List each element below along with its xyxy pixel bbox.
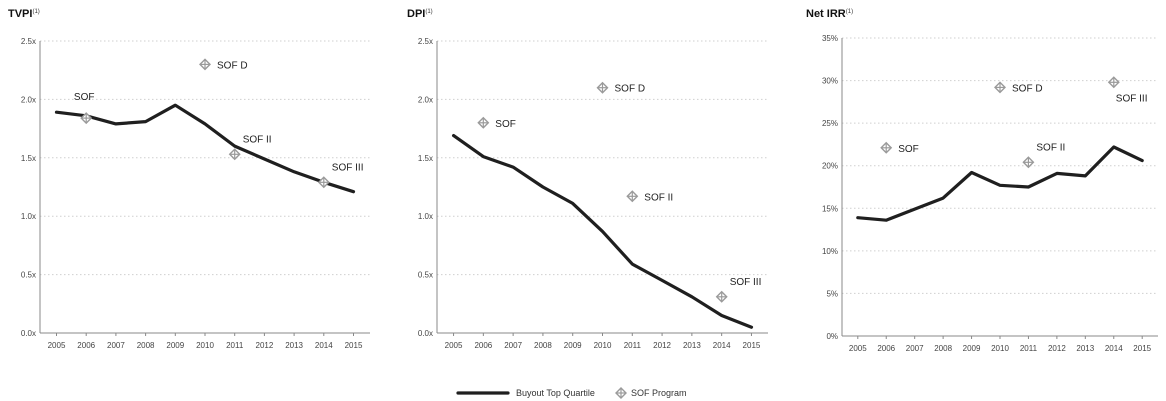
diamond-cross-icon <box>615 387 627 399</box>
x-tick-label: 2005 <box>48 341 66 350</box>
x-tick-label: 2015 <box>345 341 363 350</box>
y-tick-label: 0.0x <box>418 329 433 338</box>
x-tick-label: 2008 <box>534 341 552 350</box>
y-tick-label: 2.0x <box>418 95 433 104</box>
x-tick-label: 2013 <box>683 341 701 350</box>
y-tick-label: 0.5x <box>418 271 433 280</box>
sof-program-marker <box>880 141 893 154</box>
sof-program-label: SOF III <box>730 277 762 288</box>
sof-program-marker <box>626 190 639 203</box>
sof-program-marker <box>317 176 330 189</box>
series-line-buyout-top-quartile <box>452 134 754 329</box>
chart-title: DPI(1) <box>407 8 433 20</box>
sof-program-marker <box>715 290 728 303</box>
x-tick-label: 2014 <box>315 341 333 350</box>
sof-program-marker <box>596 81 609 94</box>
sof-program-label: SOF III <box>332 162 364 173</box>
x-tick-label: 2008 <box>934 344 952 353</box>
x-tick-label: 2015 <box>1133 344 1151 353</box>
sof-program-label: SOF <box>495 119 516 130</box>
sof-program-label: SOF D <box>1012 83 1043 94</box>
y-tick-label: 30% <box>822 77 838 86</box>
chart-panel-1: TVPI(1) 0.0x 0.5x 1.0x 1.5x 2.0x 2.5x 2005 2006 2… <box>8 8 370 350</box>
x-tick-label: 2008 <box>137 341 155 350</box>
y-tick-label: 10% <box>822 247 838 256</box>
x-tick-label: 2010 <box>594 341 612 350</box>
legend-quartile-label: Buyout Top Quartile <box>516 388 595 398</box>
chart-title-footnote: (1) <box>32 9 39 15</box>
x-tick-label: 2012 <box>653 341 671 350</box>
sof-program-label: SOF D <box>217 60 248 71</box>
y-tick-label: 15% <box>822 204 838 213</box>
y-tick-label: 0% <box>826 332 838 341</box>
y-tick-label: 35% <box>822 34 838 43</box>
x-tick-label: 2011 <box>1020 344 1038 353</box>
x-tick-label: 2009 <box>564 341 582 350</box>
x-tick-label: 2007 <box>107 341 125 350</box>
sof-program-marker <box>80 112 93 125</box>
x-tick-label: 2010 <box>196 341 214 350</box>
series-line-buyout-top-quartile <box>54 103 356 194</box>
y-tick-label: 1.0x <box>21 212 36 221</box>
x-tick-label: 2007 <box>906 344 924 353</box>
y-tick-label: 1.5x <box>418 154 433 163</box>
sof-program-label: SOF II <box>1036 142 1065 153</box>
x-tick-label: 2015 <box>743 341 761 350</box>
x-tick-label: 2005 <box>445 341 463 350</box>
x-tick-label: 2014 <box>1105 344 1123 353</box>
x-tick-label: 2010 <box>991 344 1009 353</box>
x-tick-label: 2012 <box>1048 344 1066 353</box>
y-tick-label: 5% <box>826 289 838 298</box>
y-tick-label: 20% <box>822 162 838 171</box>
x-tick-label: 2013 <box>1076 344 1094 353</box>
sof-program-marker <box>994 81 1006 94</box>
chart-title-footnote: (1) <box>846 9 853 15</box>
legend: Buyout Top Quartile SOF Program <box>456 387 687 399</box>
sof-program-label: SOF III <box>1116 93 1148 104</box>
y-tick-label: 0.0x <box>21 329 36 338</box>
sof-program-marker <box>199 58 211 71</box>
x-tick-label: 2009 <box>166 341 184 350</box>
chart-panel-2: DPI(1) 0.0x 0.5x 1.0x 1.5x 2.0x 2.5x 2005 2006 20… <box>407 8 768 350</box>
x-tick-label: 2012 <box>256 341 274 350</box>
sof-program-marker <box>477 116 490 129</box>
chart-panel-3: Net IRR(1) 0% 5% 10% 15% 20% 25% 30% 35% 2005 2006… <box>806 8 1158 353</box>
chart-title: Net IRR(1) <box>806 8 853 20</box>
legend-program-label: SOF Program <box>631 388 687 398</box>
sof-program-label: SOF <box>74 92 95 103</box>
x-tick-label: 2007 <box>504 341 522 350</box>
series-line-buyout-top-quartile <box>856 145 1144 222</box>
chart-title-footnote: (1) <box>425 9 432 15</box>
x-tick-label: 2013 <box>285 341 303 350</box>
x-tick-label: 2011 <box>624 341 642 350</box>
sof-program-label: SOF D <box>615 84 646 95</box>
y-tick-label: 0.5x <box>21 271 36 280</box>
y-tick-label: 25% <box>822 119 838 128</box>
x-tick-label: 2005 <box>849 344 867 353</box>
x-tick-label: 2011 <box>226 341 244 350</box>
sof-program-label: SOF II <box>644 192 673 203</box>
x-tick-label: 2006 <box>474 341 492 350</box>
y-tick-label: 2.5x <box>418 37 433 46</box>
x-tick-label: 2014 <box>713 341 731 350</box>
sof-program-marker <box>228 148 241 161</box>
y-tick-label: 1.0x <box>418 212 433 221</box>
x-tick-label: 2009 <box>963 344 981 353</box>
sof-program-label: SOF <box>898 144 919 155</box>
chart-title: TVPI(1) <box>8 8 40 20</box>
y-tick-label: 2.5x <box>21 37 36 46</box>
sof-program-label: SOF II <box>243 134 272 145</box>
y-tick-label: 1.5x <box>21 154 36 163</box>
y-tick-label: 2.0x <box>21 95 36 104</box>
x-tick-label: 2006 <box>877 344 895 353</box>
sof-program-marker <box>1022 156 1035 169</box>
x-tick-label: 2006 <box>77 341 95 350</box>
sof-program-marker <box>1107 76 1120 89</box>
